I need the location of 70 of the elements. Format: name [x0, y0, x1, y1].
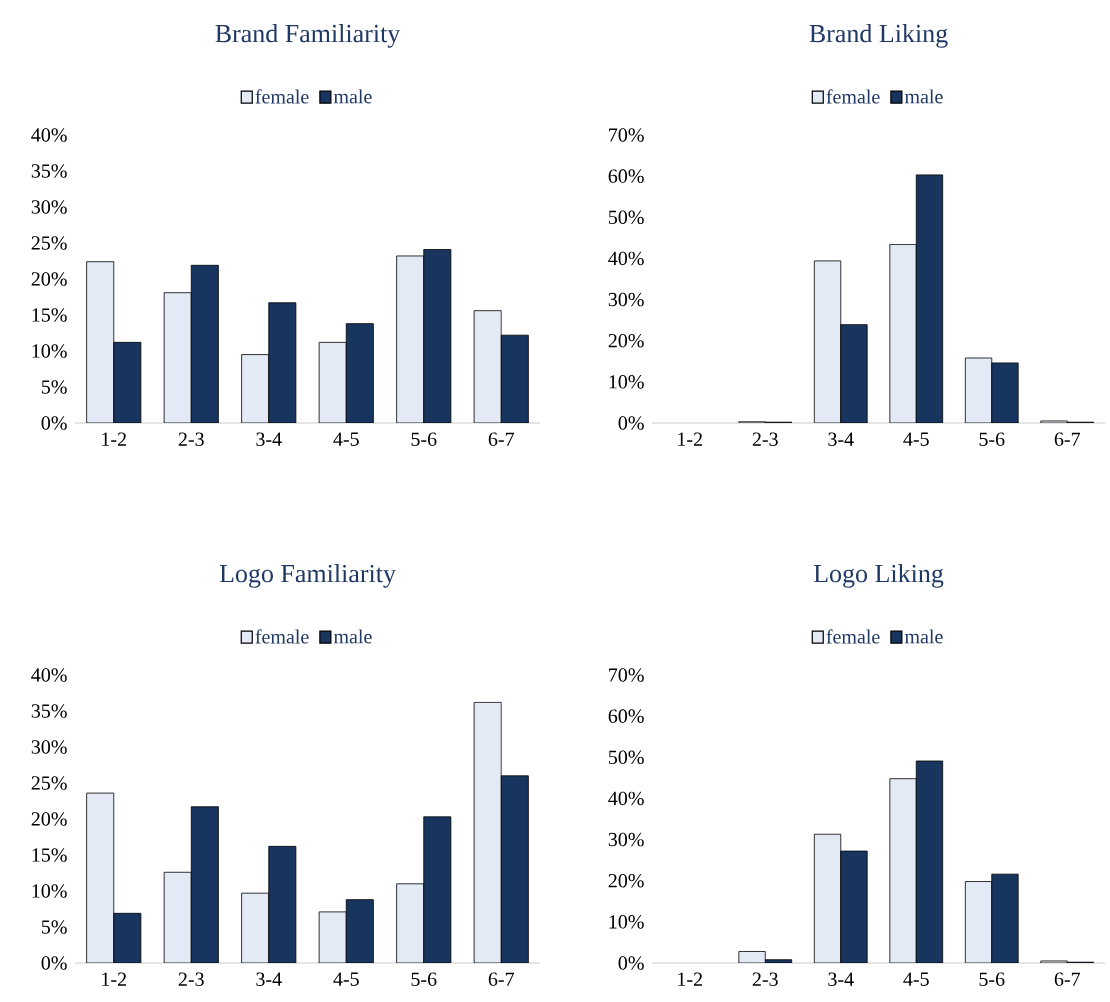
y-tick-label: 60% — [608, 709, 644, 723]
x-tick-label: 1-2 — [678, 432, 702, 446]
y-tick-label: 70% — [609, 128, 644, 142]
legend-label: male — [904, 89, 943, 104]
chart-title: Logo Liking — [813, 564, 944, 588]
x-tick-label: 2-3 — [752, 972, 778, 986]
x-tick-label: 1-2 — [678, 972, 702, 986]
y-tick-label: 30% — [31, 740, 67, 754]
y-tick-label: 0% — [41, 416, 67, 430]
y-tick-label: 50% — [608, 210, 644, 225]
y-tick-label: 30% — [608, 832, 644, 847]
y-tick-label: 10% — [609, 915, 644, 929]
y-tick-label: 40% — [608, 791, 644, 806]
y-tick-label: 35% — [31, 704, 67, 718]
x-tick-label: 6-7 — [1054, 972, 1081, 986]
y-tick-label: 20% — [31, 812, 67, 826]
x-tick-label: 1-2 — [102, 972, 126, 986]
x-tick-label: 6-7 — [1054, 432, 1081, 446]
y-tick-label: 60% — [608, 169, 644, 183]
x-tick-label: 6-7 — [488, 432, 515, 446]
y-tick-label: 70% — [609, 668, 644, 682]
x-tick-label: 3-4 — [256, 432, 282, 446]
legend-label: female — [826, 629, 880, 644]
y-tick-label: 20% — [608, 873, 644, 888]
chart-title: Brand Familiarity — [215, 24, 401, 48]
x-tick-label: 3-4 — [828, 432, 854, 446]
legend-label: male — [333, 89, 372, 104]
legend-label: male — [333, 629, 372, 644]
chart-title: Logo Familiarity — [219, 564, 396, 588]
y-tick-label: 0% — [618, 416, 644, 430]
y-tick-label: 40% — [31, 668, 67, 682]
x-tick-label: 3-4 — [256, 972, 282, 986]
y-tick-label: 15% — [32, 848, 67, 862]
x-tick-label: 3-4 — [828, 972, 854, 986]
x-tick-label: 1-2 — [102, 432, 126, 446]
y-tick-label: 0% — [618, 956, 644, 970]
x-tick-label: 5-6 — [411, 972, 437, 986]
y-tick-label: 10% — [32, 884, 67, 898]
x-tick-label: 4-5 — [903, 432, 929, 446]
x-tick-label: 2-3 — [178, 432, 204, 446]
legend-label: female — [255, 629, 309, 644]
y-tick-label: 0% — [41, 956, 67, 970]
x-tick-label: 4-5 — [903, 972, 929, 986]
y-tick-label: 30% — [31, 200, 67, 214]
y-tick-label: 40% — [31, 128, 67, 142]
y-tick-label: 15% — [32, 308, 67, 322]
y-tick-label: 5% — [41, 920, 67, 934]
x-tick-label: 5-6 — [979, 432, 1005, 446]
legend-label: female — [826, 89, 880, 104]
y-tick-label: 50% — [608, 750, 644, 765]
y-tick-label: 20% — [31, 272, 67, 286]
y-tick-label: 20% — [608, 333, 644, 348]
y-tick-label: 25% — [31, 776, 67, 790]
y-tick-label: 25% — [31, 236, 67, 250]
y-tick-label: 35% — [31, 164, 67, 178]
x-tick-label: 5-6 — [411, 432, 437, 446]
x-tick-label: 2-3 — [178, 972, 204, 986]
y-tick-label: 30% — [608, 292, 644, 307]
x-tick-label: 4-5 — [333, 972, 359, 986]
x-tick-label: 6-7 — [488, 972, 515, 986]
chart-title: Brand Liking — [809, 24, 948, 48]
y-tick-label: 5% — [41, 380, 67, 394]
x-tick-label: 4-5 — [333, 432, 359, 446]
x-tick-label: 2-3 — [752, 432, 778, 446]
y-tick-label: 40% — [608, 251, 644, 266]
legend-label: male — [904, 629, 943, 644]
y-tick-label: 10% — [609, 375, 644, 389]
x-tick-label: 5-6 — [979, 972, 1005, 986]
legend-label: female — [255, 89, 309, 104]
y-tick-label: 10% — [32, 344, 67, 358]
